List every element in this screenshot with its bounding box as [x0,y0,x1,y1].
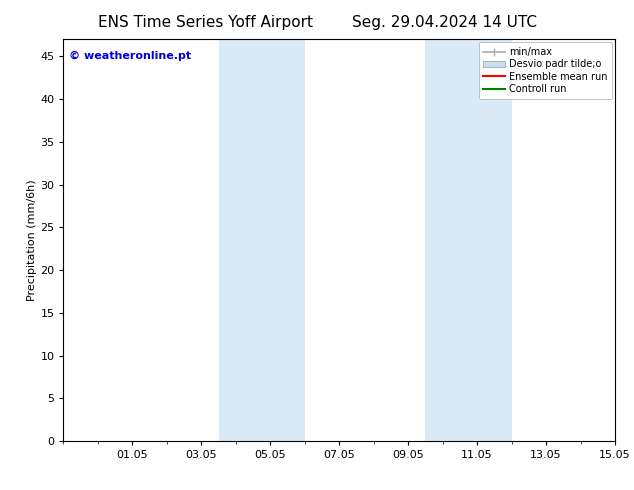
Bar [425,39,512,441]
Y-axis label: Precipitation (mm/6h): Precipitation (mm/6h) [27,179,37,301]
Legend: min/max, Desvio padr tilde;o, Ensemble mean run, Controll run: min/max, Desvio padr tilde;o, Ensemble m… [479,42,612,99]
Text: © weatheronline.pt: © weatheronline.pt [69,51,191,61]
Bar [219,39,305,441]
Text: ENS Time Series Yoff Airport        Seg. 29.04.2024 14 UTC: ENS Time Series Yoff Airport Seg. 29.04.… [98,15,536,30]
